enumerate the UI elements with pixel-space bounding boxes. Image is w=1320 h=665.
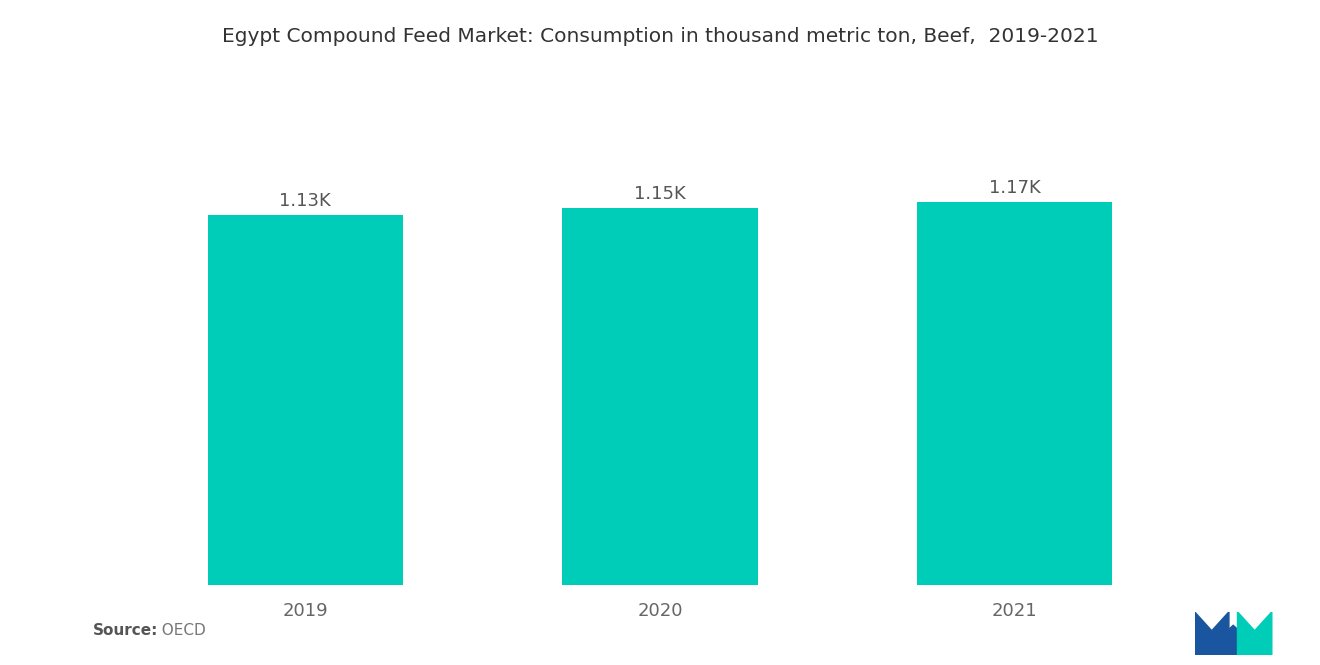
Text: Egypt Compound Feed Market: Consumption in thousand metric ton, Beef,  2019-2021: Egypt Compound Feed Market: Consumption … [222, 27, 1098, 46]
Bar [562, 208, 758, 585]
Bar [917, 201, 1113, 585]
Text: Source:: Source: [92, 623, 158, 638]
Bar [207, 215, 403, 585]
Text: OECD: OECD [152, 623, 206, 638]
Polygon shape [1228, 625, 1239, 655]
Text: 1.17K: 1.17K [989, 179, 1040, 197]
Polygon shape [1238, 612, 1271, 655]
Polygon shape [1195, 612, 1229, 655]
Text: 1.13K: 1.13K [280, 192, 331, 210]
Text: 1.15K: 1.15K [634, 186, 686, 203]
